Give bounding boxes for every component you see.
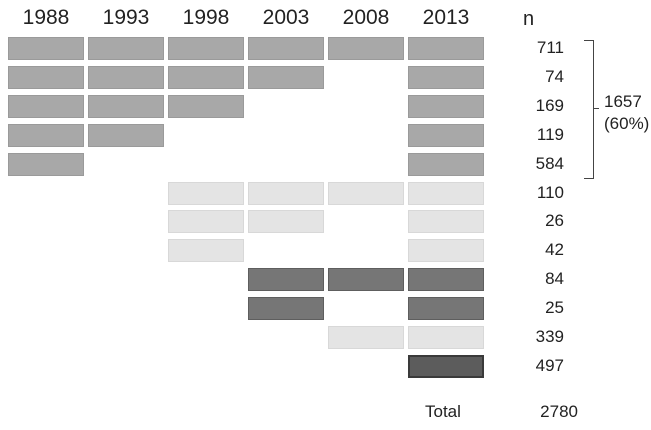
row-count: 84 (545, 269, 564, 289)
cell-row11-2008 (328, 326, 404, 349)
cell-row11-2013 (408, 326, 484, 349)
row-count: 339 (535, 327, 564, 346)
cell-row3-1998 (168, 94, 244, 118)
cell-row5-2013 (408, 152, 484, 176)
cell-row4-1988 (8, 123, 84, 147)
cell-row3-1988 (8, 94, 84, 118)
cell-row8-2013 (408, 239, 484, 263)
year-header-2013: 2013 (422, 6, 470, 29)
row-count: 74 (545, 66, 564, 86)
cell-row1-2003 (248, 37, 324, 60)
cell-row9-2013 (408, 268, 484, 292)
year-header-1988: 1988 (22, 6, 70, 29)
row-count: 110 (536, 182, 564, 202)
row-count: 119 (536, 124, 564, 144)
cell-row6-2013 (408, 181, 484, 205)
n-column-header: n (523, 8, 535, 30)
cell-row12-2013 (408, 354, 484, 378)
cell-row6-2008 (328, 181, 404, 205)
cell-row9-2008 (328, 268, 404, 292)
cell-row1-1993 (88, 37, 164, 60)
year-header-2008: 2008 (342, 6, 390, 29)
cell-row7-2003 (248, 210, 324, 234)
cell-row9-2003 (248, 268, 324, 292)
row-count: 42 (545, 240, 564, 260)
group-percent-label: (60%) (604, 114, 650, 133)
row-count: 584 (535, 153, 564, 173)
cell-row2-2003 (248, 65, 324, 89)
cell-row3-2013 (408, 94, 484, 118)
row-count: 711 (536, 38, 564, 57)
cell-row5-1988 (8, 152, 84, 176)
total-value: 2780 (540, 402, 578, 421)
cell-row1-1988 (8, 37, 84, 60)
cell-row6-2003 (248, 181, 324, 205)
cell-row3-1993 (88, 94, 164, 118)
cell-row2-1998 (168, 65, 244, 89)
group-bracket-tick (593, 108, 599, 109)
year-header-2003: 2003 (262, 6, 310, 29)
cell-row1-1998 (168, 37, 244, 60)
row-count: 25 (545, 298, 564, 318)
group-bracket (584, 40, 594, 179)
row-count: 497 (535, 355, 564, 375)
cell-row4-1993 (88, 123, 164, 147)
group-total-label: 1657 (604, 92, 642, 111)
cell-row2-1993 (88, 65, 164, 89)
row-count: 26 (545, 211, 564, 231)
cell-row2-1988 (8, 65, 84, 89)
total-label: Total (425, 402, 461, 421)
year-header-1993: 1993 (102, 6, 150, 29)
cell-row6-1998 (168, 181, 244, 205)
cell-row1-2013 (408, 37, 484, 60)
cell-row1-2008 (328, 37, 404, 60)
cell-row4-2013 (408, 123, 484, 147)
year-header-1998: 1998 (182, 6, 230, 29)
cell-row8-1998 (168, 239, 244, 263)
cell-row7-1998 (168, 210, 244, 234)
cell-row2-2013 (408, 65, 484, 89)
cell-row10-2013 (408, 297, 484, 321)
row-count: 169 (535, 95, 564, 115)
cell-row10-2003 (248, 297, 324, 321)
cell-row7-2013 (408, 210, 484, 234)
